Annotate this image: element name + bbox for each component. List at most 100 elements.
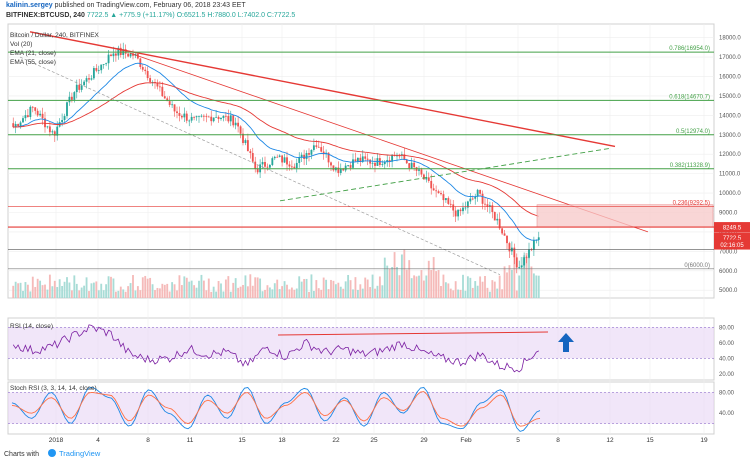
volume-bar bbox=[95, 281, 98, 298]
candle-body bbox=[420, 169, 423, 175]
volume-bar bbox=[464, 290, 467, 298]
overlay-lines bbox=[13, 31, 714, 275]
candle-body bbox=[342, 168, 345, 171]
volume-bar bbox=[513, 257, 516, 298]
candle-body bbox=[386, 159, 389, 163]
volume-bar bbox=[198, 280, 200, 298]
tradingview-logo-icon[interactable]: TradingView bbox=[48, 449, 101, 458]
rsi-label: RSI (14, close) bbox=[10, 323, 53, 330]
candle-body bbox=[173, 104, 176, 112]
volume-bar bbox=[110, 276, 112, 298]
volume-bar bbox=[168, 291, 171, 298]
author-name[interactable]: kalinin.sergey bbox=[6, 2, 53, 9]
volume-bar bbox=[508, 265, 511, 298]
volume-bar bbox=[376, 285, 379, 298]
volume-bar bbox=[58, 279, 61, 298]
volume-bar bbox=[237, 287, 240, 298]
rsi-tick: 60.00 bbox=[719, 341, 735, 347]
candle-body bbox=[193, 116, 196, 118]
x-tick-label: 12 bbox=[606, 437, 614, 444]
volume-bar bbox=[281, 286, 284, 298]
candle-body bbox=[51, 131, 54, 133]
volume-bar bbox=[518, 275, 521, 298]
resistance-zone bbox=[536, 204, 714, 228]
candle-body bbox=[491, 205, 494, 212]
header-symbol-line: BITFINEX:BTCUSD, 240 7722.5 ▲ +775.9 (+1… bbox=[6, 12, 295, 19]
candle-body bbox=[17, 124, 20, 127]
volume-bar bbox=[310, 274, 313, 298]
candle-body bbox=[418, 169, 420, 171]
volume-bar bbox=[532, 273, 535, 298]
volume-bar bbox=[105, 284, 108, 298]
candle-body bbox=[124, 49, 127, 54]
candle-body bbox=[70, 96, 73, 100]
volume-bar bbox=[61, 285, 64, 298]
volume-bar bbox=[486, 287, 489, 298]
candle-body bbox=[95, 68, 98, 71]
candle-body bbox=[156, 82, 159, 87]
volume-bar bbox=[26, 284, 29, 298]
volume-bar bbox=[361, 288, 364, 298]
candle-body bbox=[437, 191, 440, 194]
volume-bar bbox=[34, 286, 37, 298]
candle-body bbox=[286, 157, 288, 165]
minor-trendline bbox=[129, 52, 649, 233]
candle-body bbox=[320, 147, 323, 152]
candle-body bbox=[496, 218, 499, 221]
candle-body bbox=[332, 165, 335, 171]
candle-body bbox=[486, 204, 489, 207]
volume-bar bbox=[430, 269, 433, 298]
volume-bar bbox=[364, 277, 367, 298]
candle-body bbox=[266, 166, 269, 168]
footer-brand[interactable]: TradingView bbox=[59, 449, 101, 458]
fib-level-label: 0.5(12974.0) bbox=[676, 129, 710, 135]
candle-body bbox=[271, 158, 274, 165]
x-tick-label: 15 bbox=[646, 437, 654, 444]
volume-bar bbox=[400, 254, 403, 298]
volume-bar bbox=[90, 283, 93, 298]
volume-bar bbox=[29, 291, 32, 298]
rsi-line bbox=[12, 324, 539, 373]
volume-bar bbox=[129, 283, 132, 298]
candle-body bbox=[403, 154, 406, 161]
candle-body bbox=[227, 116, 230, 122]
volume-bar bbox=[332, 280, 335, 298]
candle-body bbox=[166, 98, 169, 102]
volume-bar bbox=[374, 288, 376, 298]
volume-bar bbox=[308, 291, 310, 298]
volume-bar bbox=[435, 271, 438, 298]
candle-body bbox=[268, 164, 271, 168]
candle-body bbox=[200, 115, 203, 117]
volume-bar bbox=[80, 287, 83, 298]
stoch-tick: 80.00 bbox=[719, 390, 735, 396]
candle-body bbox=[195, 116, 198, 118]
candle-body bbox=[190, 116, 193, 121]
volume-bar bbox=[229, 291, 232, 298]
volume-bar bbox=[344, 281, 347, 298]
candle-body bbox=[383, 162, 386, 165]
rsi-tick: 20.00 bbox=[719, 372, 735, 378]
volume-bar bbox=[317, 288, 320, 298]
candle-body bbox=[288, 164, 291, 167]
volume-bar bbox=[12, 285, 15, 298]
volume-bar bbox=[334, 284, 337, 298]
volume-bar bbox=[242, 285, 244, 298]
candle-body bbox=[80, 85, 83, 90]
candle-body bbox=[283, 157, 286, 163]
candle-body bbox=[205, 116, 208, 118]
fib-level-label: 0.618(14670.7) bbox=[669, 94, 710, 100]
volume-bar bbox=[510, 269, 513, 298]
volume-bar bbox=[63, 281, 66, 298]
x-tick-label: 8 bbox=[146, 437, 150, 444]
volume-bar bbox=[14, 281, 17, 298]
stoch-d-line bbox=[11, 391, 541, 427]
volume-bar bbox=[234, 278, 237, 298]
volume-bar bbox=[222, 291, 225, 298]
volume-bar bbox=[215, 291, 218, 298]
x-tick-label: Feb bbox=[460, 437, 472, 444]
candle-body bbox=[217, 116, 220, 120]
candle-body bbox=[19, 122, 22, 127]
legend-title: Bitcoin / Dollar, 240, BITFINEX bbox=[10, 32, 100, 39]
price-marker-label: 8249.5 bbox=[723, 226, 742, 232]
